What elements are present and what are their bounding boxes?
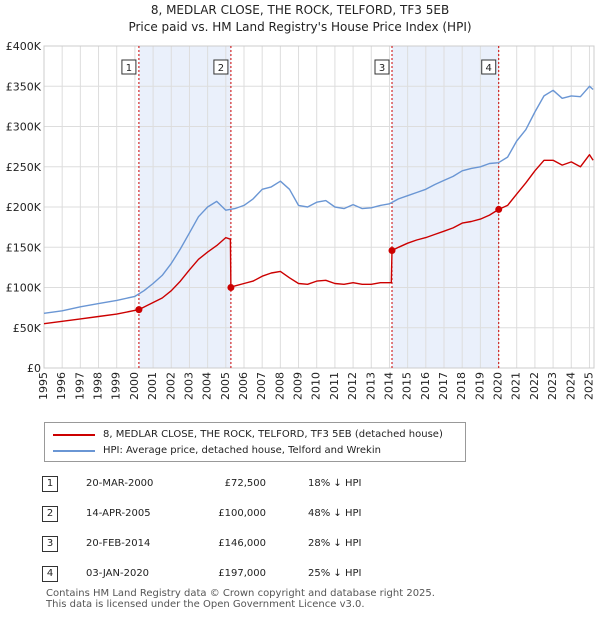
x-tick-label: 2005 (219, 372, 232, 400)
transaction-label: 2 (218, 63, 224, 74)
legend-swatch-property (53, 433, 95, 436)
transaction-number: 4 (42, 566, 58, 582)
transaction-hpi-diff: 25% ↓ HPI (308, 568, 362, 579)
x-tick-label: 2007 (255, 372, 268, 400)
y-tick-label: £100K (6, 282, 42, 295)
transaction-marker (227, 284, 235, 291)
transaction-marker (135, 306, 143, 314)
property-price-line (43, 153, 594, 325)
x-tick-label: 2000 (128, 372, 141, 400)
transaction-date: 20-MAR-2000 (86, 478, 154, 489)
y-tick-label: £200K (6, 201, 42, 214)
transaction-number: 2 (42, 506, 58, 522)
legend-item-property: 8, MEDLAR CLOSE, THE ROCK, TELFORD, TF3 … (53, 429, 443, 440)
x-tick-label: 2003 (182, 372, 195, 400)
x-tick-label: 2004 (201, 372, 214, 400)
table-row: 3 20-FEB-2014 £146,000 28% ↓ HPI (40, 536, 440, 554)
transaction-price: £197,000 (218, 568, 266, 579)
x-tick-label: 2002 (164, 372, 177, 400)
x-tick-label: 2020 (492, 372, 505, 400)
price-chart: 1 2 3 4 £0 £50K £100K £150K £200K £250K £300K £350K… (6, 40, 596, 400)
x-tick-label: 2008 (273, 372, 286, 400)
transaction-marker (388, 246, 396, 254)
transaction-hpi-diff: 28% ↓ HPI (308, 538, 362, 549)
transaction-price: £72,500 (224, 478, 266, 489)
x-tick-label: 1997 (73, 372, 86, 400)
y-tick-label: £250K (6, 161, 42, 174)
legend-label-property: 8, MEDLAR CLOSE, THE ROCK, TELFORD, TF3 … (103, 429, 443, 440)
x-tick-label: 2013 (364, 372, 377, 400)
footer-copyright: Contains HM Land Registry data © Crown c… (46, 588, 435, 599)
x-tick-label: 2021 (510, 372, 523, 400)
x-tick-label: 1995 (37, 372, 50, 400)
x-tick-label: 2019 (473, 372, 486, 400)
footer: Contains HM Land Registry data © Crown c… (46, 588, 435, 610)
x-tick-label: 1999 (110, 372, 123, 400)
hpi-line (43, 85, 594, 314)
y-tick-label: £0 (27, 362, 41, 375)
x-tick-label: 2017 (437, 372, 450, 400)
transaction-label: 1 (126, 63, 132, 74)
x-tick-label: 2016 (419, 372, 432, 400)
table-row: 2 14-APR-2005 £100,000 48% ↓ HPI (40, 506, 440, 524)
transaction-label: 3 (379, 63, 385, 74)
legend-swatch-hpi (53, 449, 95, 452)
transaction-date: 14-APR-2005 (86, 508, 151, 519)
x-tick-label: 2010 (310, 372, 323, 400)
x-tick-label: 2015 (401, 372, 414, 400)
legend-item-hpi: HPI: Average price, detached house, Telf… (53, 445, 381, 456)
transaction-price: £146,000 (218, 538, 266, 549)
transaction-label-box (374, 59, 390, 75)
x-tick-label: 2006 (237, 372, 250, 400)
transaction-marker (495, 205, 503, 213)
transaction-hpi-diff: 18% ↓ HPI (308, 478, 362, 489)
transaction-date: 03-JAN-2020 (86, 568, 150, 579)
table-row: 1 20-MAR-2000 £72,500 18% ↓ HPI (40, 476, 440, 494)
y-tick-label: £300K (6, 121, 42, 134)
transaction-number: 3 (42, 536, 58, 552)
transaction-label-box (481, 59, 497, 75)
x-tick-label: 2009 (292, 372, 305, 400)
table-row: 4 03-JAN-2020 £197,000 25% ↓ HPI (40, 566, 440, 584)
y-tick-label: £50K (13, 322, 42, 335)
x-tick-label: 2001 (146, 372, 159, 400)
legend: 8, MEDLAR CLOSE, THE ROCK, TELFORD, TF3 … (44, 422, 466, 462)
y-tick-label: £350K (6, 80, 42, 93)
transaction-number: 1 (42, 476, 58, 492)
x-tick-label: 1998 (92, 372, 105, 400)
x-tick-label: 2018 (455, 372, 468, 400)
x-tick-label: 2014 (382, 372, 395, 400)
transaction-price: £100,000 (218, 508, 266, 519)
transaction-label-box (213, 59, 229, 75)
x-tick-label: 1996 (55, 372, 68, 400)
chart-subtitle: Price paid vs. HM Land Registry's House … (128, 20, 472, 34)
plot-border (43, 45, 595, 369)
footer-license: This data is licensed under the Open Gov… (46, 599, 365, 610)
legend-label-hpi: HPI: Average price, detached house, Telf… (103, 445, 381, 456)
transaction-label: 4 (486, 63, 492, 74)
x-tick-label: 2022 (528, 372, 541, 400)
x-tick-label: 2024 (564, 372, 577, 400)
y-tick-label: £400K (6, 40, 42, 53)
x-tick-label: 2025 (582, 372, 595, 400)
transaction-label-box (121, 59, 137, 75)
chart-title: 8, MEDLAR CLOSE, THE ROCK, TELFORD, TF3 … (150, 3, 450, 17)
x-tick-label: 2012 (346, 372, 359, 400)
x-tick-label: 2023 (546, 372, 559, 400)
transaction-hpi-diff: 48% ↓ HPI (308, 508, 362, 519)
y-tick-label: £150K (6, 241, 42, 254)
x-tick-label: 2011 (328, 372, 341, 400)
transaction-date: 20-FEB-2014 (86, 538, 151, 549)
